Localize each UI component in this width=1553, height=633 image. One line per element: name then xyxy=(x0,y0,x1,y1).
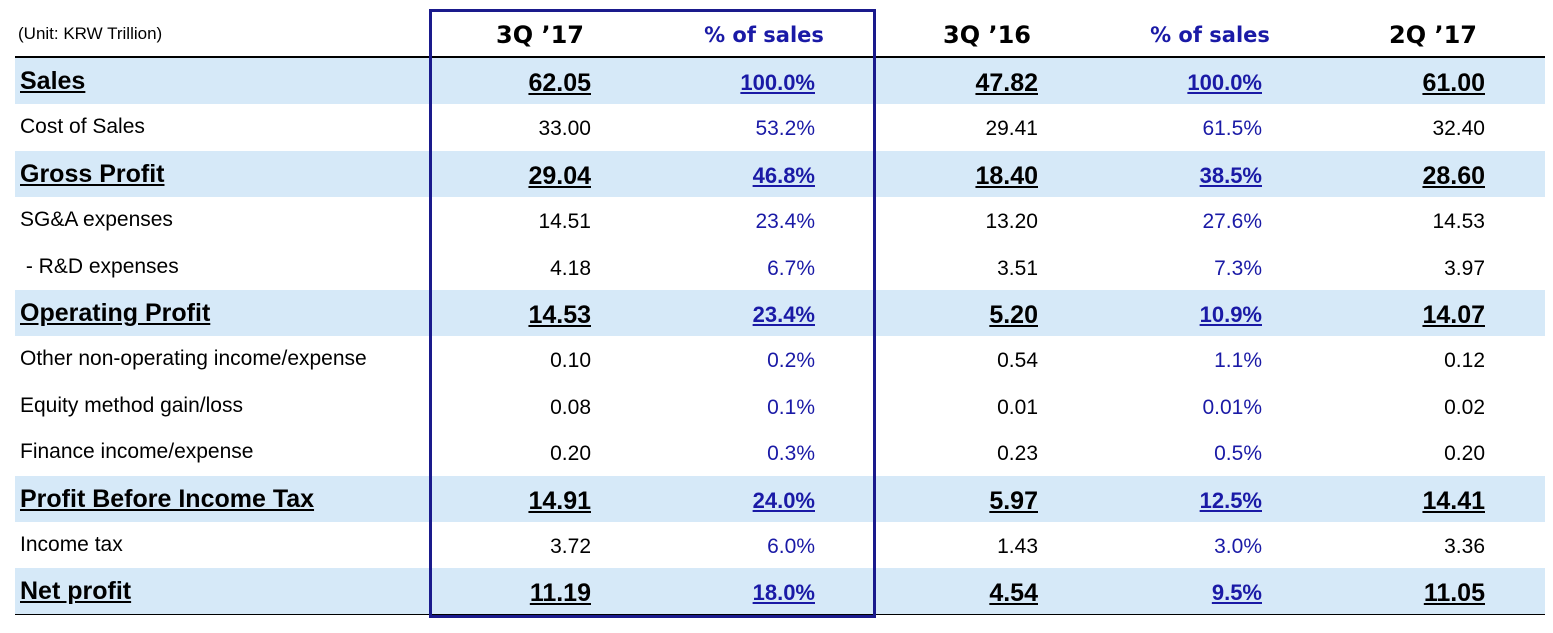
cell-value: 32.40 xyxy=(1432,117,1485,141)
cell-value: 18.40 xyxy=(975,161,1038,190)
cell-value: 4.54 xyxy=(989,579,1038,608)
cell-value: 1.1% xyxy=(1214,349,1262,373)
cell-value: 5.97 xyxy=(989,486,1038,515)
row-label: Sales xyxy=(20,67,86,95)
cell-value: 0.5% xyxy=(1214,442,1262,466)
cell-value: 33.00 xyxy=(538,117,591,141)
cell-value: 100.0% xyxy=(740,70,815,95)
cell-value: 23.4% xyxy=(752,302,815,327)
row-label: - R&D expenses xyxy=(20,254,179,278)
cell-value: 46.8% xyxy=(752,162,815,188)
cell-value: 53.2% xyxy=(755,117,815,141)
cell-value: 61.5% xyxy=(1202,117,1262,141)
cell-value: 0.10 xyxy=(550,349,591,373)
cell-value: 3.0% xyxy=(1214,535,1262,558)
row-label: Finance income/expense xyxy=(20,440,254,464)
cell-value: 14.91 xyxy=(528,486,591,515)
row-highlight xyxy=(15,568,1545,615)
cell-value: 62.05 xyxy=(528,69,591,97)
cell-value: 24.0% xyxy=(752,487,815,513)
cell-value: 29.04 xyxy=(528,161,591,190)
cell-value: 0.20 xyxy=(1444,442,1485,466)
cell-value: 14.51 xyxy=(538,210,591,234)
cell-value: 28.60 xyxy=(1422,161,1485,190)
cell-value: 29.41 xyxy=(985,117,1038,141)
cell-value: 18.0% xyxy=(752,580,815,606)
cell-value: 11.05 xyxy=(1423,579,1485,608)
row-label: Equity method gain/loss xyxy=(20,393,243,417)
cell-value: 9.5% xyxy=(1211,580,1262,606)
column-header: % of sales xyxy=(1150,23,1270,47)
cell-value: 0.3% xyxy=(767,442,815,466)
row-label: Operating Profit xyxy=(20,299,211,327)
cell-value: 3.72 xyxy=(550,535,591,558)
cell-value: 12.5% xyxy=(1199,487,1262,513)
cell-value: 0.23 xyxy=(997,442,1038,466)
cell-value: 14.53 xyxy=(1432,210,1485,234)
top-rule xyxy=(15,56,1545,58)
cell-value: 3.51 xyxy=(997,256,1038,280)
cell-value: 38.5% xyxy=(1199,162,1262,188)
cell-value: 47.82 xyxy=(975,69,1038,97)
cell-value: 1.43 xyxy=(997,535,1038,558)
cell-value: 0.20 xyxy=(550,442,591,466)
row-highlight xyxy=(15,58,1545,104)
cell-value: 3.97 xyxy=(1444,256,1485,280)
cell-value: 100.0% xyxy=(1187,70,1262,95)
cell-value: 5.20 xyxy=(989,301,1038,329)
column-header: % of sales xyxy=(704,23,824,47)
cell-value: 4.18 xyxy=(550,256,591,280)
cell-value: 3.36 xyxy=(1444,535,1485,558)
column-header: 3Q ’17 xyxy=(496,21,584,49)
row-label: SG&A expenses xyxy=(20,208,173,232)
cell-value: 27.6% xyxy=(1202,210,1262,234)
column-header: 2Q ’17 xyxy=(1389,21,1477,49)
cell-value: 14.53 xyxy=(528,301,591,329)
row-highlight xyxy=(15,475,1545,522)
cell-value: 0.02 xyxy=(1444,395,1485,419)
cell-value: 23.4% xyxy=(755,210,815,234)
row-label: Income tax xyxy=(20,533,123,556)
cell-value: 11.19 xyxy=(529,579,591,608)
cell-value: 7.3% xyxy=(1214,256,1262,280)
cell-value: 14.41 xyxy=(1422,486,1485,515)
cell-value: 0.01% xyxy=(1202,395,1262,419)
cell-value: 10.9% xyxy=(1199,302,1262,327)
highlight-box xyxy=(429,9,876,618)
cell-value: 0.12 xyxy=(1444,349,1485,373)
cell-value: 0.1% xyxy=(767,395,815,419)
cell-value: 0.01 xyxy=(997,395,1038,419)
row-label: Cost of Sales xyxy=(20,115,145,139)
unit-note: (Unit: KRW Trillion) xyxy=(18,24,163,43)
row-highlight xyxy=(15,290,1545,336)
cell-value: 6.0% xyxy=(767,535,815,558)
column-header: 3Q ’16 xyxy=(943,21,1031,49)
row-label: Net profit xyxy=(20,577,132,606)
cell-value: 0.08 xyxy=(550,395,591,419)
row-label: Other non-operating income/expense xyxy=(20,347,367,371)
row-highlight xyxy=(15,150,1545,197)
cell-value: 0.54 xyxy=(997,349,1038,373)
cell-value: 6.7% xyxy=(767,256,815,280)
cell-value: 14.07 xyxy=(1422,301,1485,329)
row-label: Profit Before Income Tax xyxy=(20,484,315,513)
cell-value: 13.20 xyxy=(985,210,1038,234)
row-label: Gross Profit xyxy=(20,159,165,188)
cell-value: 0.2% xyxy=(767,349,815,373)
cell-value: 61.00 xyxy=(1422,69,1485,97)
